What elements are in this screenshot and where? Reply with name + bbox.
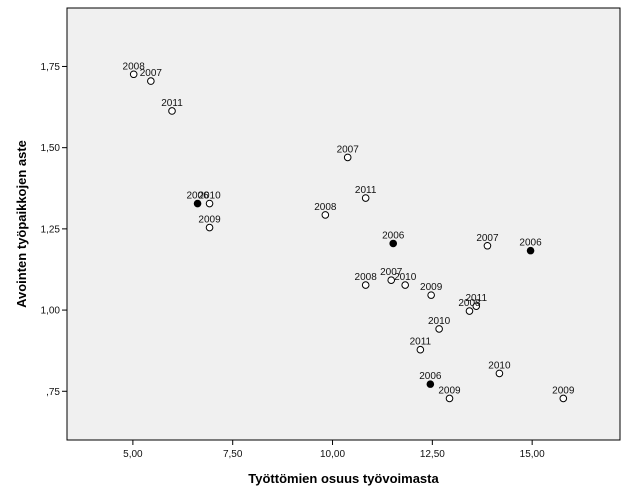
data-point xyxy=(361,281,370,289)
data-point xyxy=(389,239,398,248)
data-point xyxy=(483,241,492,250)
point-label: 2009 xyxy=(420,282,443,293)
data-point xyxy=(193,199,202,208)
data-point xyxy=(465,307,474,315)
y-tick-label: 1,00 xyxy=(41,306,61,317)
data-point xyxy=(361,194,370,202)
x-tick-label: 7,50 xyxy=(223,449,243,460)
y-tick-label: 1,75 xyxy=(41,62,61,73)
x-axis-ticks: 5,00 7,50 10,00 12,50 15,00 xyxy=(123,440,545,460)
data-point xyxy=(472,302,481,310)
data-point xyxy=(168,107,176,115)
point-label: 2006 xyxy=(382,230,405,241)
data-point xyxy=(129,70,138,79)
plot-area xyxy=(66,7,621,441)
point-label: 2008 xyxy=(458,298,481,309)
point-label: 2008 xyxy=(123,61,146,72)
data-point xyxy=(426,380,435,388)
data-point xyxy=(495,369,504,378)
data-point xyxy=(445,394,454,403)
data-point xyxy=(416,345,425,354)
point-label: 2010 xyxy=(428,316,451,327)
data-point xyxy=(427,291,435,299)
point-label: 2007 xyxy=(337,144,360,155)
data-point xyxy=(401,281,409,289)
point-label: 2008 xyxy=(314,202,337,213)
point-label: 2011 xyxy=(466,293,488,304)
data-point xyxy=(343,153,352,162)
y-tick-label: ,75 xyxy=(46,387,60,398)
point-label: 2006 xyxy=(186,191,209,202)
point-label: 2010 xyxy=(198,191,221,202)
data-point xyxy=(387,276,396,284)
point-label: 2011 xyxy=(355,185,377,196)
point-label: 2008 xyxy=(355,272,378,283)
point-label: 2006 xyxy=(519,238,542,249)
x-tick-label: 5,00 xyxy=(123,449,143,460)
data-point xyxy=(526,246,535,255)
point-label: 2006 xyxy=(419,371,442,382)
data-point xyxy=(321,211,330,219)
data-point xyxy=(205,223,214,232)
point-label: 2007 xyxy=(140,68,163,79)
point-label: 2010 xyxy=(394,272,417,283)
y-axis-ticks: ,75 1,00 1,25 1,50 1,75 xyxy=(41,62,67,398)
data-points: 2008200720112006201020092007201120082006… xyxy=(123,61,575,403)
point-label: 2009 xyxy=(552,385,575,396)
x-tick-label: 12,50 xyxy=(420,449,445,460)
data-point xyxy=(435,325,443,333)
y-tick-label: 1,50 xyxy=(41,143,61,154)
data-point xyxy=(205,199,214,208)
point-label: 2011 xyxy=(410,337,432,348)
y-axis-title: Avointen työpaikkojen aste xyxy=(14,140,29,308)
point-label: 2010 xyxy=(488,360,511,371)
x-axis-title: Työttömien osuus työvoimasta xyxy=(248,471,439,486)
data-point xyxy=(559,394,568,403)
point-label: 2007 xyxy=(380,267,403,278)
x-tick-label: 10,00 xyxy=(320,449,345,460)
point-label: 2009 xyxy=(438,385,461,396)
point-label: 2009 xyxy=(198,215,221,226)
point-label: 2007 xyxy=(476,233,499,244)
y-tick-label: 1,25 xyxy=(41,224,61,235)
x-tick-label: 15,00 xyxy=(520,449,545,460)
data-point xyxy=(147,77,155,85)
point-label: 2011 xyxy=(161,98,183,109)
